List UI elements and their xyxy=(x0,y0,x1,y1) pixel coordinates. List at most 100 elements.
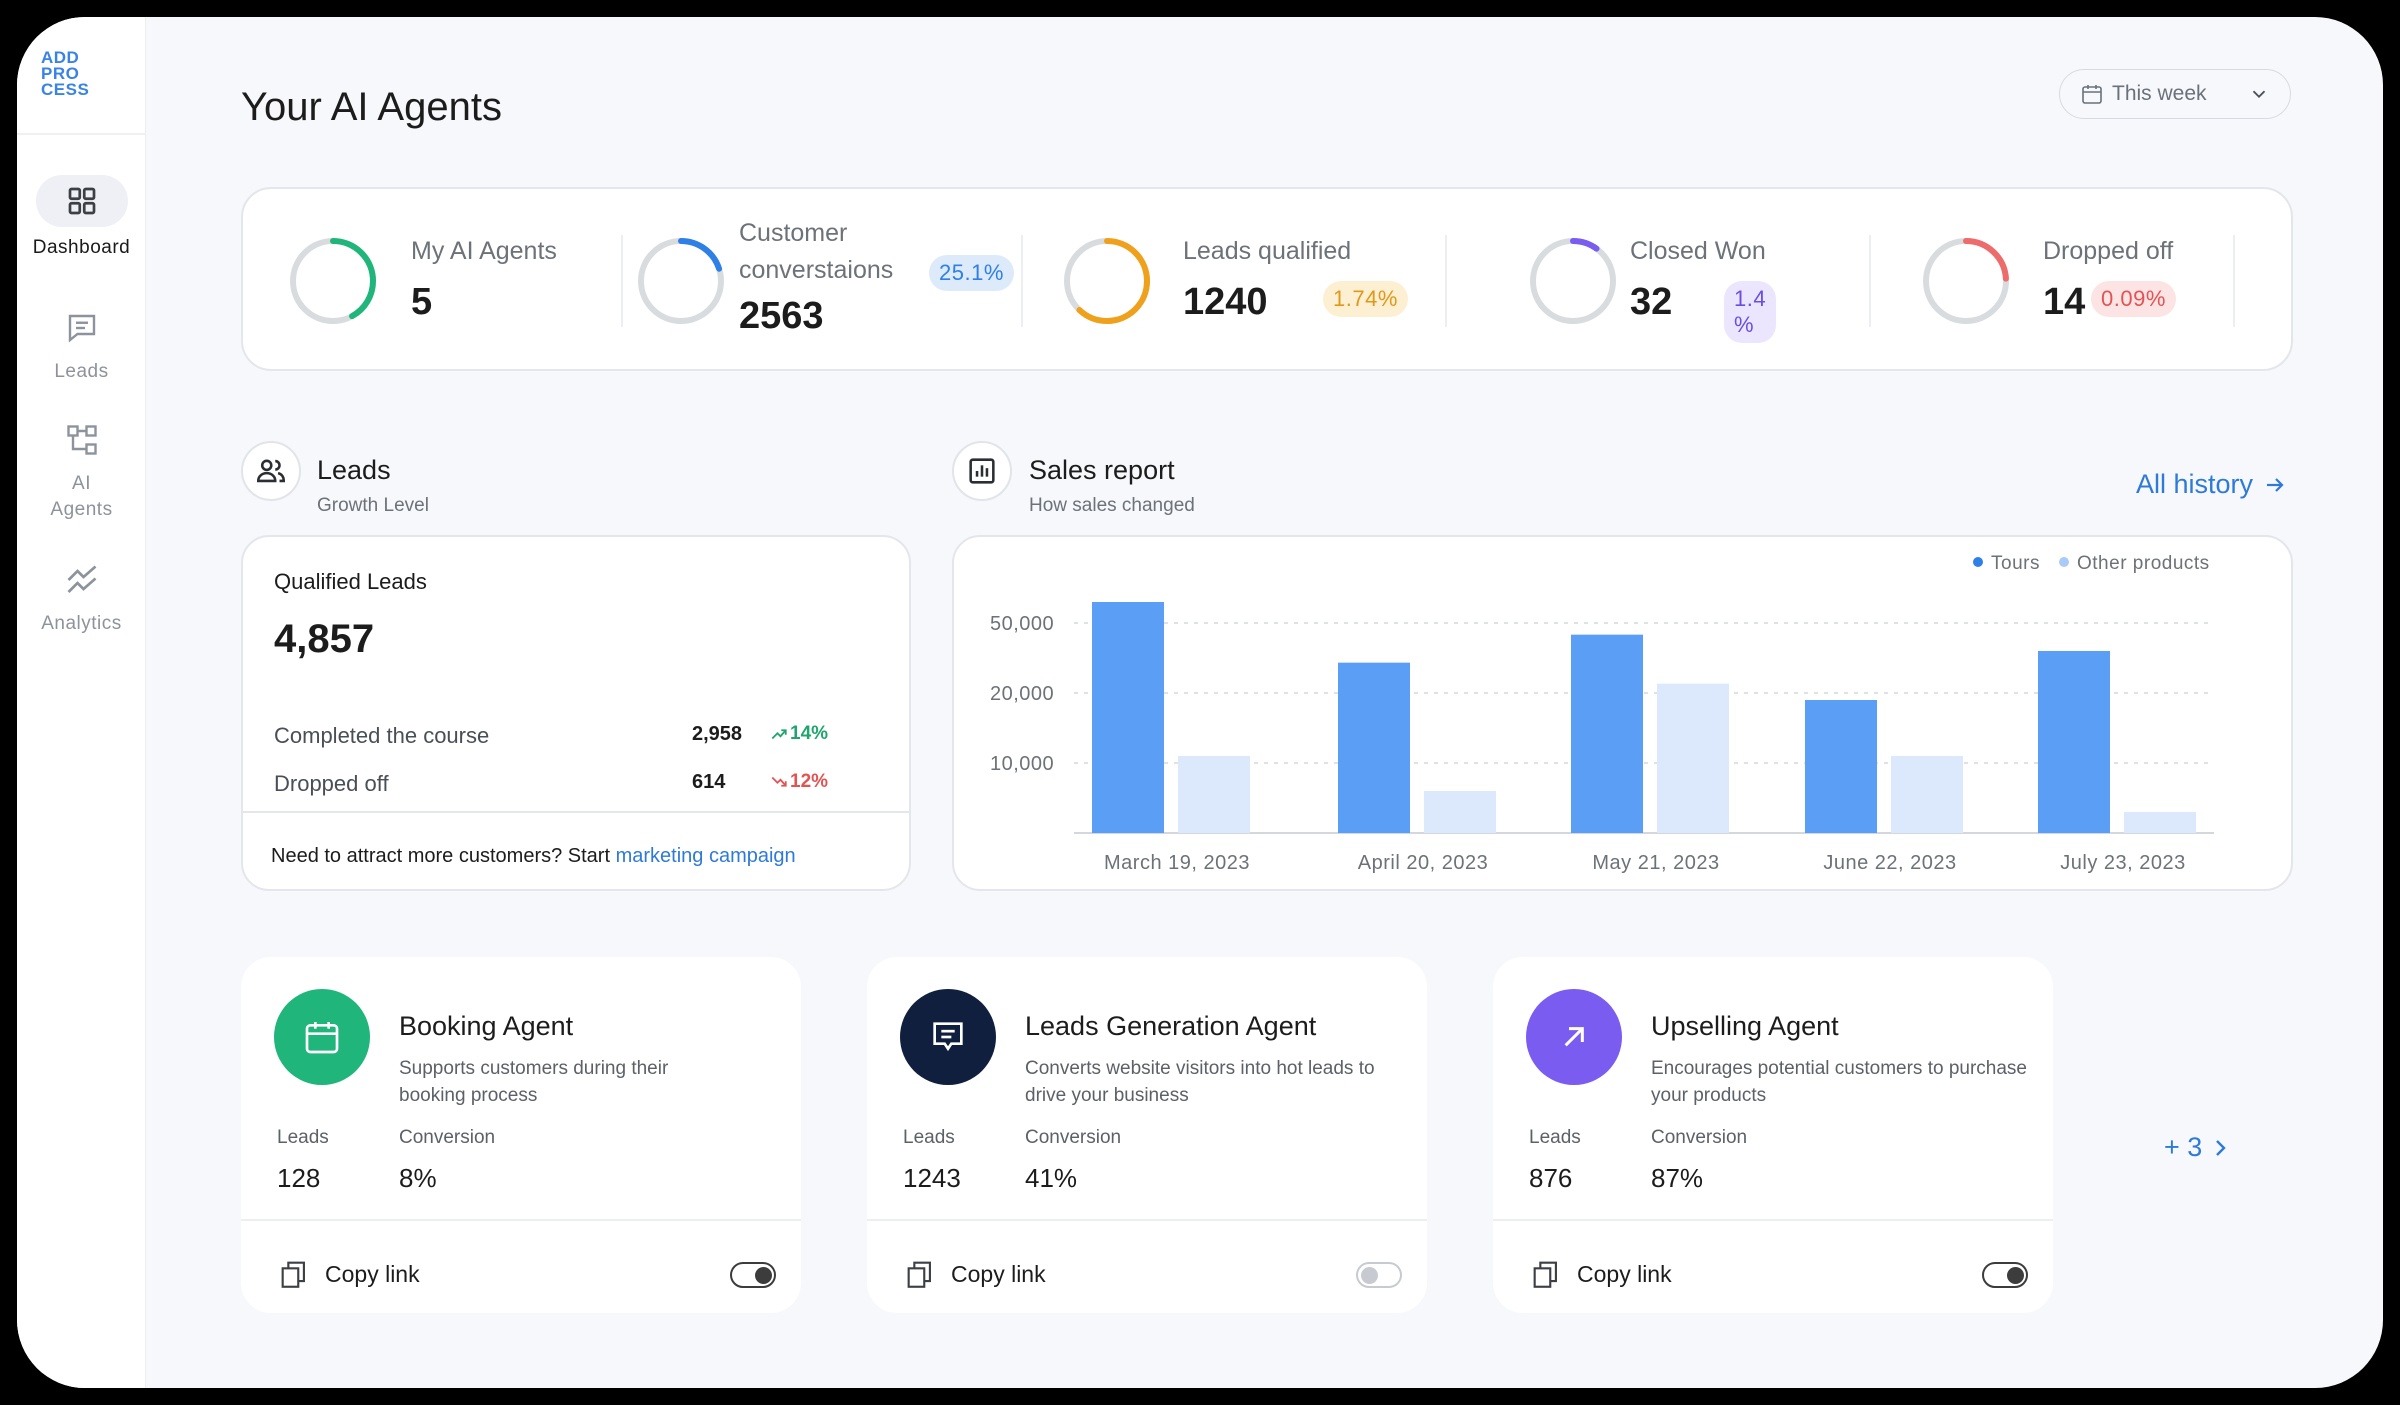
ring-progress xyxy=(1923,238,2009,324)
logo-line: ADD xyxy=(41,48,80,67)
copy-link-button[interactable]: Copy link xyxy=(277,1257,420,1291)
bar-tours xyxy=(2038,651,2110,833)
org-chart-icon xyxy=(66,425,97,455)
kpi-value: 14 xyxy=(2043,281,2086,323)
kpi-label: Customer xyxy=(739,219,848,247)
kpi-badge: 25.1% xyxy=(929,255,1014,291)
x-tick-label: June 22, 2023 xyxy=(1823,852,1956,874)
bar-tours xyxy=(1805,700,1877,833)
y-tick-label: 50,000 xyxy=(990,613,1054,635)
x-tick-label: July 23, 2023 xyxy=(2060,852,2185,874)
agent-description: Converts website visitors into hot leads… xyxy=(1025,1058,1375,1106)
x-tick-label: March 19, 2023 xyxy=(1104,852,1250,874)
leads-section-title: Leads xyxy=(317,455,391,485)
sidebar-item-analytics[interactable]: Analytics xyxy=(17,557,146,637)
sales-report-card: 50,000 20,000 10,000 March 19, 2023 April 20… xyxy=(952,535,2293,891)
conversion-value: 87% xyxy=(1651,1163,1704,1193)
leads-row-label: Completed the course xyxy=(274,723,490,748)
leads-label: Leads xyxy=(903,1127,955,1148)
leads-row-dropped: Dropped off 614 12% xyxy=(274,767,834,799)
footer-text: Need to attract more customers? Start xyxy=(271,845,616,867)
legend-label: Other products xyxy=(2077,553,2210,574)
conversion-label: Conversion xyxy=(1651,1127,1748,1148)
bar-other-products xyxy=(1424,791,1496,833)
app-window: ADD PRO CESS Dashboard Leads xyxy=(17,17,2383,1388)
agent-enabled-toggle[interactable] xyxy=(1982,1262,2028,1288)
sidebar: ADD PRO CESS Dashboard Leads xyxy=(17,17,146,1388)
chat-icon xyxy=(68,314,95,343)
agent-name: Booking Agent xyxy=(399,1011,574,1041)
ring-progress xyxy=(1064,238,1150,324)
agent-description: Encourages potential customers to purcha… xyxy=(1651,1058,2027,1106)
legend-dot xyxy=(1973,557,1983,567)
all-history-label: All history xyxy=(2136,469,2254,499)
kpi-divider xyxy=(2233,235,2235,327)
period-label: This week xyxy=(2112,82,2207,105)
logo[interactable]: ADD PRO CESS xyxy=(41,48,101,98)
sales-section-title: Sales report xyxy=(1029,455,1175,485)
copy-link-label: Copy link xyxy=(951,1260,1046,1287)
agent-name: Upselling Agent xyxy=(1651,1011,1839,1041)
leads-label: Leads xyxy=(1529,1127,1581,1148)
kpi-divider xyxy=(1021,235,1023,327)
agent-name: Leads Generation Agent xyxy=(1025,1011,1317,1041)
ring-progress xyxy=(290,238,376,324)
kpi-strip: My AI Agents 5 Customer converstaions 25… xyxy=(241,187,2293,371)
sales-chart: 50,000 20,000 10,000 March 19, 2023 April 20… xyxy=(990,553,2214,874)
kpi-divider xyxy=(621,235,623,327)
chevron-right-icon xyxy=(2216,1139,2226,1156)
more-agents-button[interactable]: + 3 xyxy=(2164,1132,2232,1163)
sales-section-icon xyxy=(952,441,1012,501)
conversion-value: 41% xyxy=(1025,1163,1078,1193)
agent-description: Supports customers during their booking … xyxy=(399,1058,669,1106)
ring-progress xyxy=(1530,238,1616,324)
agent-enabled-toggle[interactable] xyxy=(730,1262,776,1288)
sidebar-item-ai-agents[interactable]: AI Agents xyxy=(17,417,146,523)
page-title: Your AI Agents xyxy=(241,85,502,129)
sidebar-item-label: Leads xyxy=(54,361,109,382)
legend-label: Tours xyxy=(1991,553,2040,574)
kpi-value: 1240 xyxy=(1183,281,1268,323)
chevron-down-icon xyxy=(2252,90,2266,99)
copy-link-label: Copy link xyxy=(325,1260,420,1287)
agent-enabled-toggle[interactable] xyxy=(1356,1262,1402,1288)
agent-card-booking[interactable]: Booking Agent Supports customers during … xyxy=(241,957,801,1313)
logo-line: PRO xyxy=(41,64,80,83)
x-tick-label: May 21, 2023 xyxy=(1592,852,1719,874)
all-history-link[interactable]: All history xyxy=(2136,469,2287,500)
kpi-ring xyxy=(638,238,724,324)
leads-value: 1243 xyxy=(903,1163,961,1193)
marketing-campaign-link[interactable]: marketing campaign xyxy=(615,845,796,867)
bar-tours xyxy=(1338,662,1410,833)
copy-link-button[interactable]: Copy link xyxy=(903,1257,1046,1291)
agent-card-upselling[interactable]: Upselling Agent Encourages potential cus… xyxy=(1493,957,2053,1313)
toggle-knob xyxy=(755,1267,772,1284)
leads-row-completed: Completed the course 2,958 14% xyxy=(274,719,834,751)
agent-avatar xyxy=(1526,989,1622,1085)
bar-other-products xyxy=(1178,756,1250,833)
agent-card-leads-generation[interactable]: Leads Generation Agent Converts website … xyxy=(867,957,1427,1313)
agent-avatar xyxy=(274,989,370,1085)
conversion-label: Conversion xyxy=(1025,1127,1122,1148)
kpi-value: 2563 xyxy=(739,295,824,337)
leads-row-value: 614 xyxy=(692,771,726,793)
kpi-badge: 0.09% xyxy=(2091,281,2176,317)
period-select[interactable]: This week xyxy=(2059,69,2291,119)
kpi-label: converstaions xyxy=(739,256,894,284)
y-tick-label: 20,000 xyxy=(990,683,1054,705)
bar-other-products xyxy=(1891,756,1963,833)
sidebar-item-dashboard[interactable]: Dashboard xyxy=(17,175,146,261)
ring-progress xyxy=(638,238,724,324)
leads-row-delta-value: 14% xyxy=(790,723,829,744)
copy-link-label: Copy link xyxy=(1577,1260,1672,1287)
leads-row-delta: 12% xyxy=(770,771,828,793)
trend-up-icon xyxy=(771,729,787,740)
agent-divider xyxy=(241,1219,801,1221)
bar-other-products xyxy=(2124,812,2196,833)
kpi-ring xyxy=(1064,238,1150,324)
y-tick-label: 10,000 xyxy=(990,753,1054,775)
ring-track xyxy=(1530,238,1616,324)
copy-link-button[interactable]: Copy link xyxy=(1529,1257,1672,1291)
sidebar-item-leads[interactable]: Leads xyxy=(17,305,146,385)
conversion-label: Conversion xyxy=(399,1127,496,1148)
